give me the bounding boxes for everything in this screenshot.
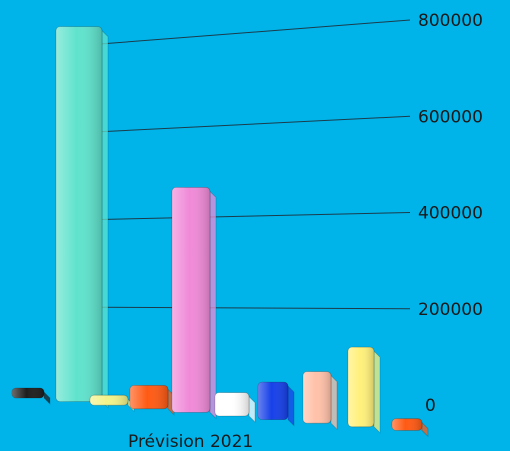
bar-side	[248, 395, 256, 423]
bar-side	[373, 350, 381, 434]
gridline	[99, 306, 411, 310]
bar-shading	[392, 418, 422, 431]
bar-side	[209, 190, 217, 420]
bar	[391, 418, 429, 438]
bar-shading	[258, 382, 288, 420]
bar	[214, 392, 256, 423]
bar-side	[287, 385, 295, 427]
y-axis-ticks: 0 200000 400000 600000 800000	[418, 11, 483, 416]
bar-shading	[12, 388, 44, 398]
bar-shading	[56, 26, 102, 402]
bar	[171, 186, 217, 420]
bar-shading	[348, 347, 374, 427]
y-tick-label: 800000	[418, 11, 483, 31]
bar	[55, 26, 109, 409]
bar-shading	[172, 187, 210, 413]
x-axis-label: Prévision 2021	[128, 432, 253, 451]
bar	[129, 384, 175, 416]
y-tick-label: 600000	[418, 107, 483, 127]
y-tick-label: 200000	[418, 300, 483, 320]
bar-shading	[130, 385, 168, 409]
gridlines	[99, 19, 411, 310]
gridline	[99, 115, 411, 133]
bar	[257, 381, 295, 427]
bar-side	[43, 391, 51, 405]
bar	[347, 346, 381, 434]
bar-shading	[215, 392, 249, 416]
bar-side	[101, 29, 109, 409]
bars	[11, 26, 429, 438]
bar-side	[330, 374, 338, 431]
gridline	[99, 19, 411, 45]
bar-side	[421, 421, 429, 438]
y-tick-label: 0	[425, 396, 436, 416]
bar-shading	[90, 395, 128, 406]
bar	[89, 394, 135, 413]
bar-shading	[303, 371, 331, 424]
bar	[11, 387, 51, 405]
gridline	[99, 212, 411, 220]
bar	[302, 371, 338, 431]
y-tick-label: 400000	[418, 204, 483, 224]
